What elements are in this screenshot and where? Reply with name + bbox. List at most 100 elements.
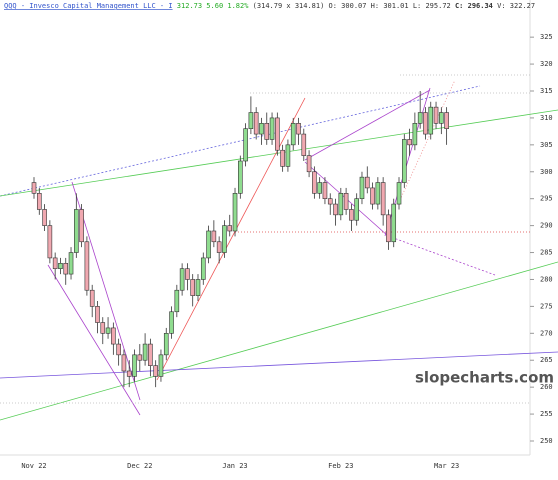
- y-tick-label: 285: [540, 249, 553, 257]
- y-tick-label: 320: [540, 60, 553, 68]
- candle-body: [349, 209, 354, 221]
- y-tick-label: 260: [540, 383, 553, 391]
- candle-body: [84, 241, 90, 291]
- watermark: slopecharts.com: [415, 369, 554, 387]
- candle-body: [380, 182, 386, 216]
- y-tick-label: 270: [540, 329, 553, 337]
- candle-body: [185, 268, 190, 280]
- candle-body: [142, 343, 148, 361]
- candle-body: [338, 193, 344, 216]
- candle-body: [396, 182, 402, 205]
- candle-body: [391, 203, 397, 243]
- candle-body: [58, 263, 63, 269]
- x-tick-label: Dec 22: [127, 462, 152, 470]
- trend-line: [0, 351, 558, 379]
- candle-body: [216, 241, 222, 253]
- candle-body: [222, 225, 227, 253]
- candle-body: [269, 117, 275, 140]
- candle-body: [100, 322, 106, 334]
- candle-body: [179, 268, 185, 291]
- candle-body: [52, 257, 58, 269]
- candle-body: [126, 370, 132, 377]
- candle-body: [95, 306, 100, 323]
- candle-body: [132, 354, 137, 377]
- y-tick-label: 290: [540, 222, 553, 230]
- candle-body: [428, 106, 434, 135]
- candle-body: [47, 225, 53, 259]
- candle-body: [79, 209, 84, 243]
- y-tick-label: 295: [540, 195, 553, 203]
- x-tick-label: Mar 23: [434, 462, 459, 470]
- y-tick-label: 300: [540, 168, 553, 176]
- candle-body: [111, 327, 116, 345]
- candle-body: [31, 182, 37, 194]
- y-tick-label: 315: [540, 87, 553, 95]
- candle-body: [121, 354, 127, 372]
- candle-body: [407, 139, 412, 146]
- candle-body: [63, 263, 69, 275]
- candle-body: [280, 149, 285, 167]
- candle-body: [163, 333, 169, 356]
- candle-body: [306, 155, 312, 173]
- candle-body: [243, 128, 248, 162]
- y-tick-label: 265: [540, 356, 553, 364]
- candle-body: [290, 123, 296, 146]
- candle-body: [401, 139, 407, 183]
- candle-body: [423, 112, 428, 135]
- quote: 312.73 5.60 1.82%: [177, 2, 249, 10]
- y-tick-label: 310: [540, 114, 553, 122]
- candle-body: [137, 354, 143, 361]
- candle-body: [232, 193, 238, 232]
- candle-body: [248, 112, 254, 129]
- header: QQQ - Invesco Capital Management LLC - I…: [4, 2, 535, 10]
- candle-body: [206, 230, 211, 259]
- candle-body: [253, 112, 259, 135]
- candle-body: [105, 327, 111, 334]
- candle-body: [89, 289, 95, 307]
- candle-body: [333, 203, 338, 216]
- candle-body: [169, 311, 174, 334]
- candle-body: [375, 182, 381, 205]
- y-tick-label: 275: [540, 302, 553, 310]
- candle-body: [116, 343, 121, 356]
- candle-body: [259, 123, 264, 135]
- candle-body: [190, 279, 195, 296]
- candle-body: [285, 144, 291, 167]
- y-tick-label: 280: [540, 275, 553, 283]
- trend-line: [47, 264, 141, 416]
- y-tick-label: 255: [540, 410, 553, 418]
- candle-body: [36, 193, 42, 210]
- quote-tail: V: 322.27: [497, 2, 535, 10]
- trend-line: [0, 261, 558, 421]
- candle-body: [211, 230, 217, 243]
- candle-body: [275, 117, 280, 151]
- ticker-title: QQQ - Invesco Capital Management LLC - I: [4, 2, 173, 10]
- trend-line: [0, 109, 558, 197]
- candle-body: [200, 257, 206, 280]
- candle-body: [359, 176, 365, 199]
- candle-body: [370, 187, 375, 205]
- candle-body: [386, 214, 391, 243]
- candle-body: [354, 198, 359, 221]
- candle-body: [174, 289, 180, 313]
- candle-body: [68, 252, 74, 275]
- candle-body: [42, 209, 47, 226]
- candle-body: [238, 160, 243, 194]
- candle-body: [296, 123, 301, 135]
- candle-body: [74, 209, 79, 253]
- x-tick-label: Nov 22: [21, 462, 46, 470]
- y-tick-label: 325: [540, 33, 553, 41]
- candle-body: [322, 182, 328, 199]
- candle-body: [444, 112, 449, 129]
- candle-body: [148, 343, 153, 366]
- candle-body: [195, 279, 201, 296]
- candle-body: [364, 176, 370, 189]
- candle-body: [412, 123, 418, 146]
- trend-line: [387, 235, 496, 276]
- candle-body: [317, 182, 322, 194]
- candle-body: [158, 354, 164, 377]
- quote-detail: (314.79 x 314.81) O: 300.07 H: 301.01 L:…: [253, 2, 451, 10]
- trend-line: [399, 79, 456, 201]
- candle-body: [264, 123, 270, 140]
